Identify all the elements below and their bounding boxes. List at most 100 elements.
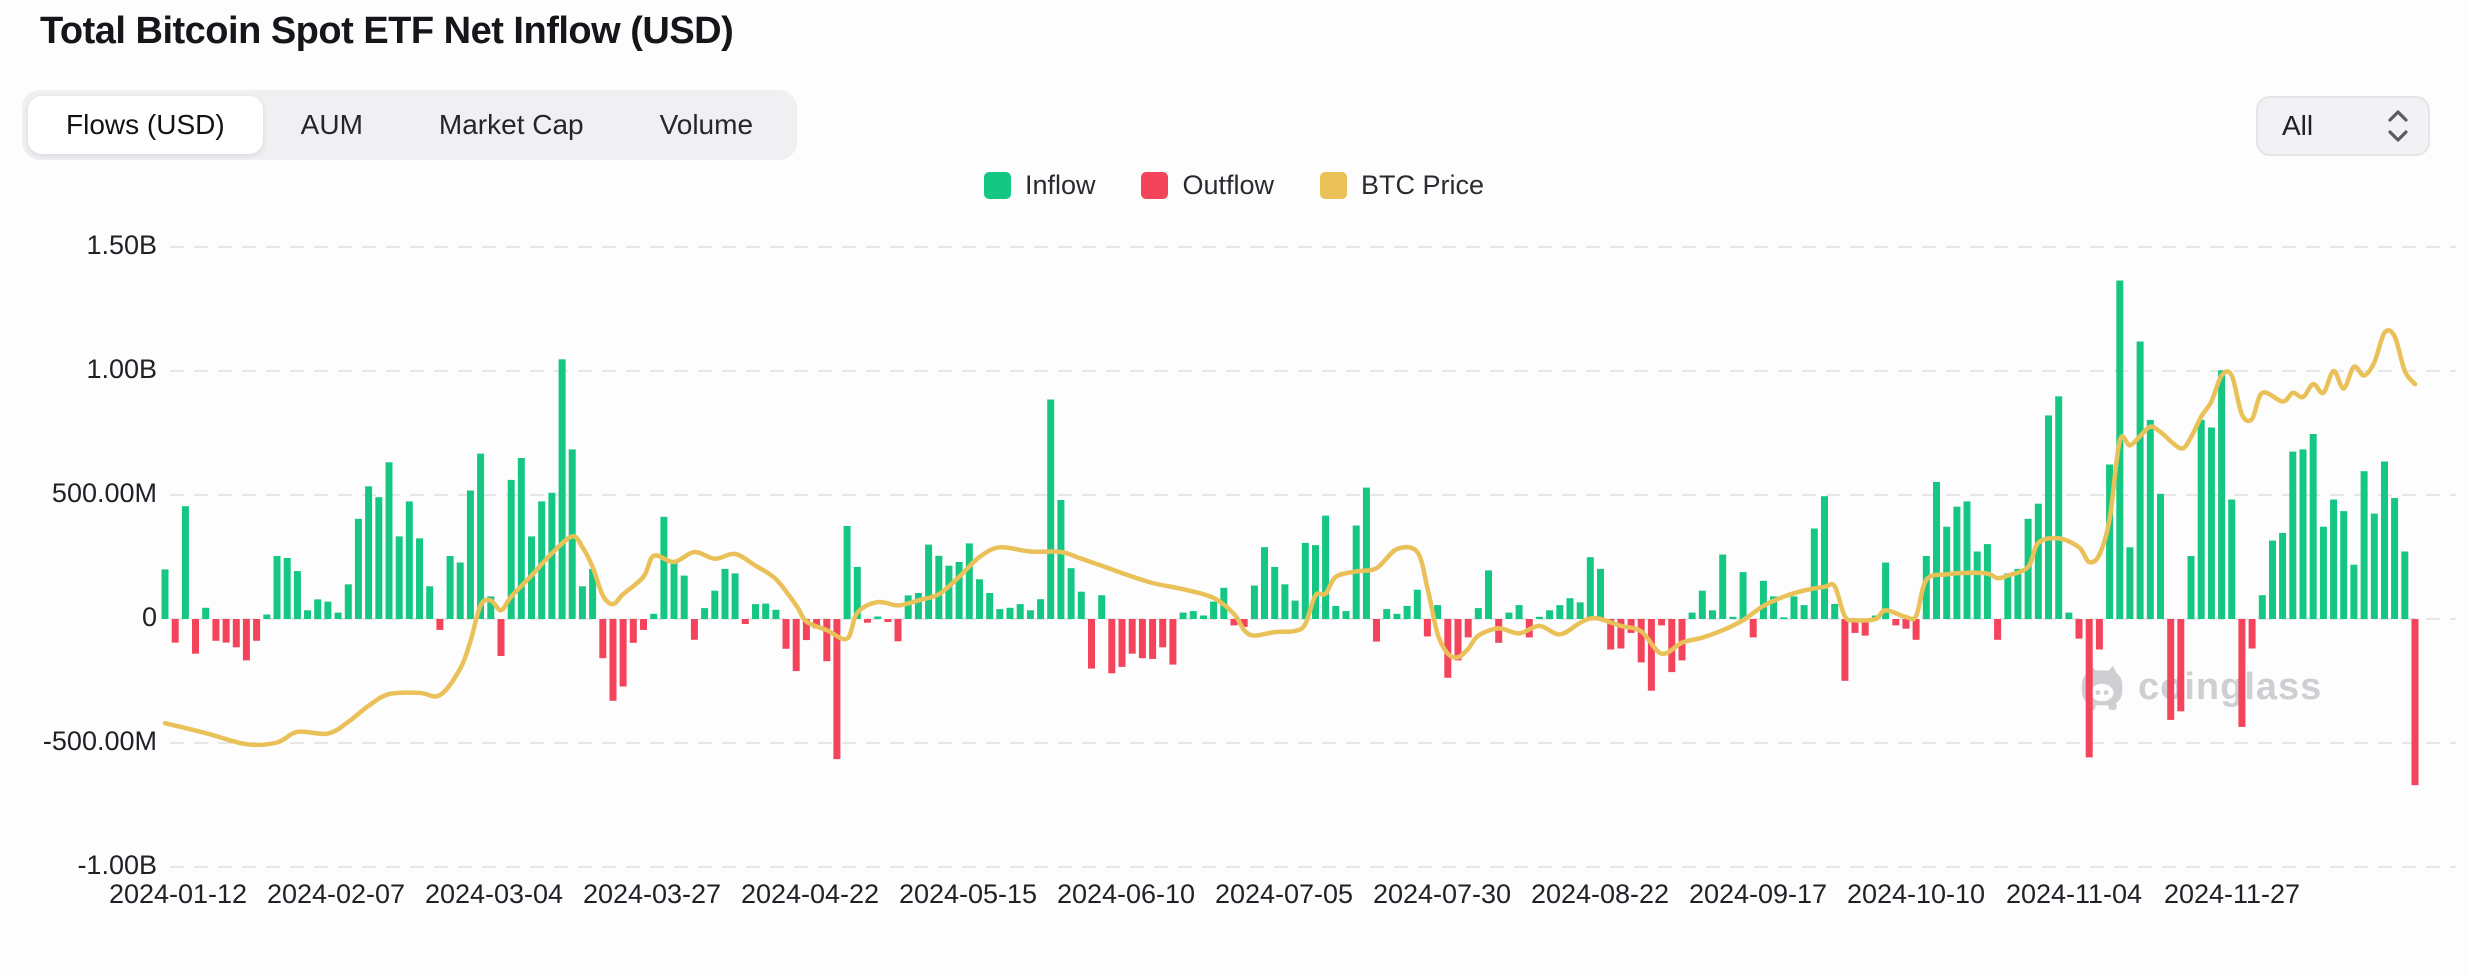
inflow-bar[interactable] [1322,515,1330,619]
inflow-bar[interactable] [1210,601,1218,619]
outflow-bar[interactable] [1128,619,1136,654]
inflow-bar[interactable] [2146,419,2154,619]
inflow-bar[interactable] [1729,616,1737,619]
outflow-bar[interactable] [1749,619,1757,638]
legend-item-inflow[interactable]: Inflow [983,170,1095,201]
inflow-bar[interactable] [904,595,912,619]
inflow-bar[interactable] [650,613,658,619]
outflow-bar[interactable] [1902,619,1910,629]
outflow-bar[interactable] [1841,619,1849,681]
inflow-bar[interactable] [2258,595,2266,619]
outflow-bar[interactable] [1138,619,1146,659]
inflow-bar[interactable] [2014,568,2022,619]
outflow-bar[interactable] [1678,619,1686,661]
inflow-bar[interactable] [660,516,668,619]
inflow-bar[interactable] [263,614,271,620]
inflow-bar[interactable] [1739,572,1747,619]
inflow-bar[interactable] [283,558,291,619]
inflow-bar[interactable] [762,603,770,619]
inflow-bar[interactable] [395,536,403,619]
inflow-bar[interactable] [976,579,983,619]
outflow-bar[interactable] [171,619,179,643]
inflow-bar[interactable] [996,609,1004,619]
inflow-bar[interactable] [1556,605,1564,619]
outflow-bar[interactable] [1240,619,1248,627]
inflow-bar[interactable] [416,538,423,619]
inflow-bar[interactable] [1301,542,1309,619]
outflow-bar[interactable] [619,619,627,687]
inflow-bar[interactable] [2269,540,2276,619]
tab-volume[interactable]: Volume [659,109,754,140]
inflow-bar[interactable] [2136,341,2144,620]
inflow-bar[interactable] [558,359,566,619]
outflow-bar[interactable] [690,619,698,640]
inflow-bar[interactable] [1291,600,1299,619]
legend-item-btc-price[interactable]: BTC Price [1320,170,1484,201]
outflow-bar[interactable] [1444,619,1452,678]
inflow-bar[interactable] [1413,589,1421,619]
outflow-bar[interactable] [1994,619,2002,640]
inflow-bar[interactable] [2330,499,2338,620]
outflow-bar[interactable] [1495,619,1503,643]
legend-item-outflow[interactable]: Outflow [1141,170,1274,201]
inflow-bar[interactable] [1586,557,1594,619]
outflow-bar[interactable] [497,619,505,656]
inflow-bar[interactable] [2187,556,2195,619]
outflow-bar[interactable] [2075,619,2083,639]
inflow-bar[interactable] [965,543,973,619]
inflow-bar[interactable] [538,501,546,619]
inflow-bar[interactable] [324,601,332,619]
inflow-bar[interactable] [670,562,678,620]
outflow-bar[interactable] [2248,619,2256,649]
inflow-bar[interactable] [2340,511,2348,619]
inflow-bar[interactable] [2401,551,2409,620]
outflow-bar[interactable] [609,619,617,701]
outflow-bar[interactable] [1851,619,1859,633]
inflow-bar[interactable] [1709,610,1716,619]
outflow-bar[interactable] [1607,619,1615,650]
inflow-bar[interactable] [1393,613,1401,619]
inflow-bar[interactable] [2065,612,2073,619]
inflow-bar[interactable] [1983,544,1991,619]
outflow-bar[interactable] [802,619,810,641]
outflow-bar[interactable] [1668,619,1676,673]
inflow-bar[interactable] [1200,615,1207,620]
inflow-bar[interactable] [1474,608,1482,619]
outflow-bar[interactable] [1464,619,1472,638]
outflow-bar[interactable] [1149,619,1157,659]
inflow-bar[interactable] [2391,498,2399,619]
inflow-bar[interactable] [487,596,495,619]
inflow-bar[interactable] [446,556,454,619]
inflow-bar[interactable] [314,599,322,619]
outflow-bar[interactable] [813,619,821,629]
outflow-bar[interactable] [864,619,871,623]
inflow-bar[interactable] [2218,370,2226,619]
inflow-bar[interactable] [701,608,709,619]
inflow-bar[interactable] [1505,612,1513,619]
inflow-bar[interactable] [2279,532,2287,619]
outflow-bar[interactable] [1861,619,1869,636]
inflow-bar[interactable] [354,518,362,619]
outflow-bar[interactable] [1892,619,1900,626]
inflow-bar[interactable] [1067,568,1075,619]
outflow-bar[interactable] [1169,619,1177,665]
inflow-bar[interactable] [1515,605,1523,619]
inflow-bar[interactable] [1006,607,1014,619]
inflow-bar[interactable] [1189,611,1197,619]
inflow-bar[interactable] [853,566,861,619]
outflow-bar[interactable] [1088,619,1095,669]
inflow-bar[interactable] [1342,611,1350,619]
inflow-bar[interactable] [1800,605,1808,619]
inflow-bar[interactable] [2289,451,2297,619]
inflow-bar[interactable] [843,526,851,619]
tab-market-cap[interactable]: Market Cap [438,109,584,140]
inflow-bar[interactable] [375,497,383,619]
inflow-bar[interactable] [1770,596,1778,619]
inflow-bar[interactable] [1821,496,1828,619]
outflow-bar[interactable] [1230,619,1238,626]
inflow-bar[interactable] [507,479,515,619]
outflow-bar[interactable] [1423,619,1431,637]
inflow-bar[interactable] [2106,464,2114,620]
inflow-bar[interactable] [955,562,963,619]
inflow-bar[interactable] [1383,609,1391,619]
